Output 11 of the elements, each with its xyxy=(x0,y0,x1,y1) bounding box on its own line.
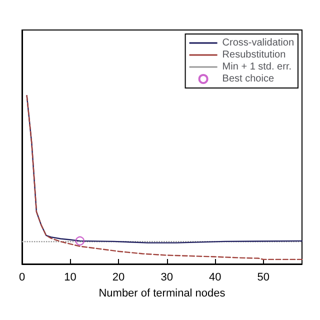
legend-label: Min + 1 std. err. xyxy=(222,62,292,72)
legend-label: Cross-validation xyxy=(222,38,294,48)
x-tick-label: 40 xyxy=(208,272,222,284)
x-tick-label: 0 xyxy=(18,272,26,284)
x-tick-label: 10 xyxy=(64,272,76,284)
legend-label: Resubstitution xyxy=(222,50,286,60)
x-tick-label: 20 xyxy=(112,272,125,284)
x-tick-label: 30 xyxy=(160,272,173,284)
legend-label: Best choice xyxy=(222,74,274,84)
x-axis-title: Number of terminal nodes xyxy=(98,287,226,300)
x-tick-label: 50 xyxy=(257,272,270,284)
